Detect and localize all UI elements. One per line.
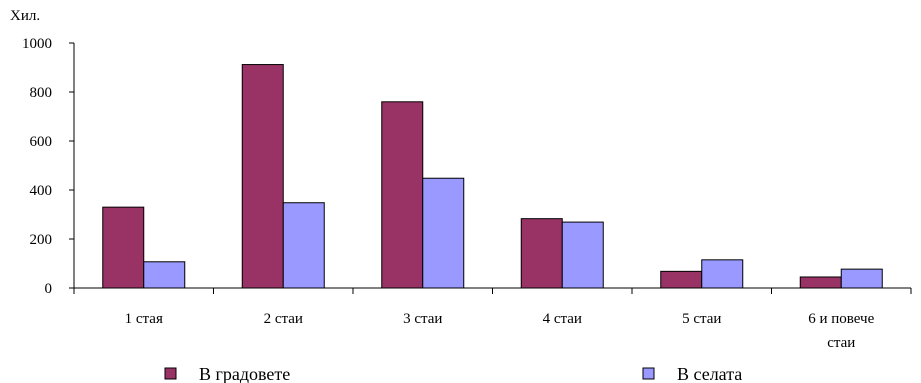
y-tick-label: 400 xyxy=(30,183,53,199)
legend: В градовете В селата xyxy=(164,364,742,383)
bar-series xyxy=(102,64,883,289)
bar-villages-6 xyxy=(840,268,883,289)
legend-label: В градовете xyxy=(199,364,290,383)
legend-swatch xyxy=(164,367,177,380)
x-tick-label: 5 стаи xyxy=(682,311,721,327)
y-tick-label: 800 xyxy=(30,85,53,101)
bar-cities-5 xyxy=(660,270,703,289)
bar-cities-6 xyxy=(799,276,842,289)
bar-cities-2 xyxy=(241,64,284,289)
y-tick-label: 1000 xyxy=(22,36,52,52)
legend-item: В селата xyxy=(642,364,742,383)
bar-cities-4 xyxy=(520,218,563,289)
x-tick-label: 1 стая xyxy=(125,311,163,327)
bar-cities-1 xyxy=(102,206,145,289)
legend-item: В градовете xyxy=(164,364,290,383)
bar-villages-5 xyxy=(701,259,744,289)
x-tick-label: 3 стаи xyxy=(403,311,442,327)
x-tick-label: 2 стаи xyxy=(264,311,303,327)
x-tick-label: 6 и повече xyxy=(808,311,874,327)
x-tick-label: стаи xyxy=(827,335,855,351)
legend-label: В селата xyxy=(677,364,742,383)
y-axis-ticks: 0 200 400 600 800 1000 xyxy=(22,36,74,297)
legend-swatch xyxy=(642,367,655,380)
y-tick-label: 0 xyxy=(45,281,53,297)
bar-villages-1 xyxy=(143,261,186,289)
bar-villages-3 xyxy=(422,177,465,289)
y-tick-label: 200 xyxy=(30,232,53,248)
y-axis-unit-label: Хил. xyxy=(10,8,40,24)
axes xyxy=(73,43,911,289)
y-tick-label: 600 xyxy=(30,134,53,150)
x-tick-label: 4 стаи xyxy=(543,311,582,327)
bar-cities-3 xyxy=(381,101,424,289)
bar-villages-4 xyxy=(561,221,604,289)
x-axis-ticks: 1 стая 2 стаи 3 стаи 4 стаи 5 стаи 6 и повече… xyxy=(73,288,912,351)
bar-villages-2 xyxy=(282,202,325,289)
